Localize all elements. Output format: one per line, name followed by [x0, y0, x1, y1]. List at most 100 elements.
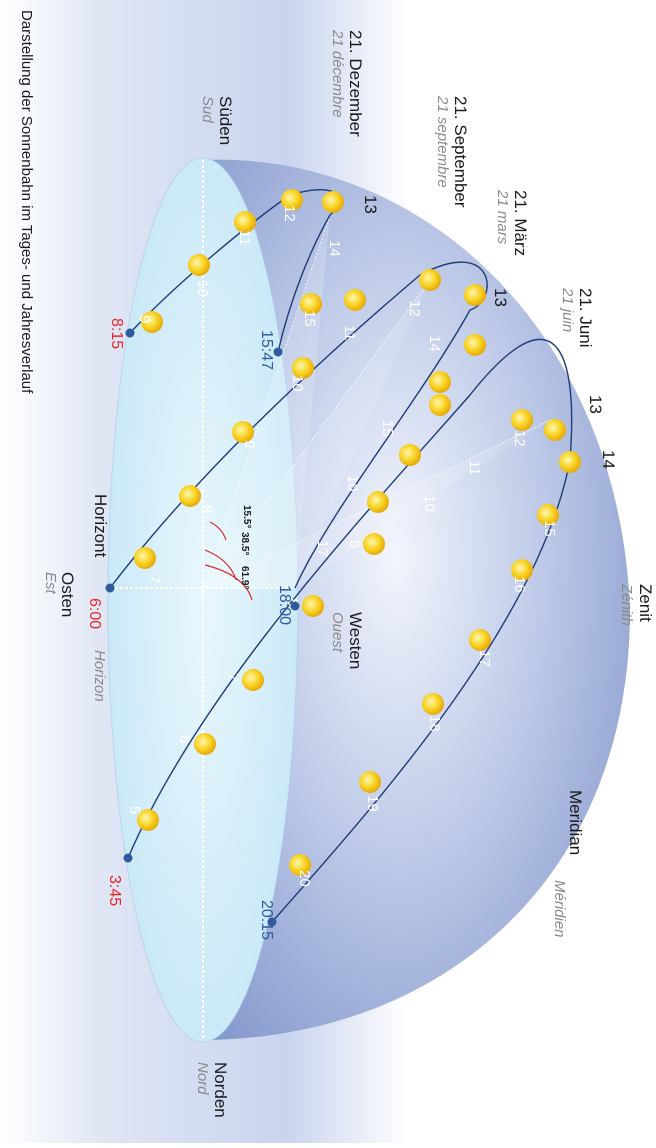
horizon-label-fr: Horizon — [91, 650, 108, 702]
sun-marker — [419, 269, 441, 291]
summer-sun-path — [127, 338, 573, 923]
hour-label: 9 — [136, 315, 153, 323]
hour-label: 17 — [476, 650, 493, 667]
sun-marker — [511, 409, 533, 431]
june-date-fr: 21 juin — [559, 287, 576, 332]
sun-marker — [322, 191, 344, 213]
hour-label: 20 — [296, 870, 313, 887]
summer-sunset-dot — [267, 917, 277, 927]
sun-marker — [188, 254, 210, 276]
meridian-label-fr: Méridien — [551, 880, 568, 938]
hour-label: 15 — [301, 310, 318, 327]
june-date: 21. Juni — [576, 288, 595, 348]
sun-marker — [537, 504, 559, 526]
sun-marker — [194, 733, 216, 755]
hour-label: 12 — [281, 205, 298, 222]
hour-label: 10 — [289, 375, 306, 392]
meridian-label: Meridian — [566, 790, 585, 855]
hour-label: 14 — [426, 335, 443, 352]
june-14-label: 14 — [599, 450, 618, 469]
sun-marker — [469, 629, 491, 651]
angle-summer: 61.9° — [239, 566, 250, 589]
sun-marker — [141, 311, 163, 333]
winter-sunset-time: 15:47 — [258, 330, 275, 370]
sun-marker — [292, 357, 314, 379]
march-date-fr: 21 mars — [494, 189, 511, 245]
sun-marker — [134, 547, 156, 569]
equinox-sunrise-time: 6:00 — [86, 598, 103, 629]
hour-label: 7 — [146, 575, 163, 583]
hour-label: 7 — [224, 673, 241, 681]
sun-marker — [464, 334, 486, 356]
september-date-fr: 21 septembre — [434, 95, 451, 188]
hour-label: 10 — [421, 495, 438, 512]
winter-sunrise-dot — [125, 328, 135, 338]
hour-label: 11 — [236, 230, 253, 246]
sun-marker — [289, 854, 311, 876]
sun-markers — [134, 189, 581, 876]
summer-sunset-time: 20:15 — [258, 900, 275, 940]
december-date: 21. Dezember — [346, 30, 365, 137]
horizon-label: Horizont — [91, 494, 110, 558]
december-13-label: 13 — [361, 195, 380, 214]
hour-label: 10 — [194, 280, 211, 297]
sun-marker — [344, 289, 366, 311]
sun-marker — [359, 771, 381, 793]
south-label: Süden — [216, 96, 235, 145]
hour-label: 14 — [326, 240, 343, 257]
west-label: Westen — [346, 612, 365, 669]
sun-marker — [242, 669, 264, 691]
north-label: Norden — [211, 1062, 230, 1118]
sun-marker — [399, 444, 421, 466]
hour-label: 11 — [466, 460, 483, 476]
december-date-fr: 21 décembre — [329, 29, 346, 118]
september-date: 21. September — [451, 96, 470, 208]
hour-label: 5 — [126, 806, 143, 814]
sun-marker — [300, 293, 322, 315]
sun-marker — [544, 419, 566, 441]
east-label: Osten — [58, 572, 77, 617]
sun-marker — [464, 284, 486, 306]
equinox-sunset-dot — [290, 601, 300, 611]
east-label-fr: Est — [42, 572, 59, 595]
sun-marker — [179, 485, 201, 507]
march-date: 21. März — [511, 190, 530, 256]
sun-marker — [363, 533, 385, 555]
angle-arc-winter — [209, 521, 227, 541]
hour-label: 12 — [511, 430, 528, 447]
hour-labels: 5 6 7 8 9 10 11 12 15 16 17 18 19 20 7 8 9 10 11 12 14 15 16 17… — [126, 205, 558, 887]
hour-label: 16 — [344, 475, 361, 492]
sun-marker — [234, 211, 256, 233]
angle-arc-summer — [204, 564, 253, 601]
sun-marker — [429, 394, 451, 416]
caption-line: Darstellung der Sonnenbahn im Tages- und… — [18, 10, 35, 394]
hour-label: 8 — [284, 598, 301, 606]
sun-marker — [232, 421, 254, 443]
sun-marker — [367, 491, 389, 513]
hour-label: 15 — [379, 420, 396, 437]
hour-label: 17 — [314, 540, 331, 557]
sun-marker — [281, 189, 303, 211]
sun-marker — [511, 559, 533, 581]
hour-label: 12 — [406, 300, 423, 317]
june-13-label: 13 — [586, 395, 605, 414]
hour-label: 8 — [198, 505, 215, 513]
sun-marker — [429, 371, 451, 393]
angle-winter: 15.5° — [241, 505, 252, 528]
hour-label: 6 — [176, 735, 193, 743]
winter-sunrise-time: 8:15 — [108, 318, 125, 349]
summer-sunrise-dot — [123, 853, 133, 863]
winter-sunset-dot — [273, 347, 283, 357]
hour-label: 16 — [511, 576, 528, 593]
hour-label: 9 — [346, 540, 363, 548]
south-label-fr: Sud — [199, 96, 216, 123]
hour-label: 11 — [341, 325, 358, 341]
sun-marker — [422, 693, 444, 715]
west-label-fr: Ouest — [329, 612, 346, 653]
zenith-label: Zenit — [636, 584, 655, 622]
sun-marker — [137, 809, 159, 831]
march-13-label: 13 — [491, 288, 510, 307]
sun-marker — [302, 595, 324, 617]
hour-label: 19 — [364, 795, 381, 812]
